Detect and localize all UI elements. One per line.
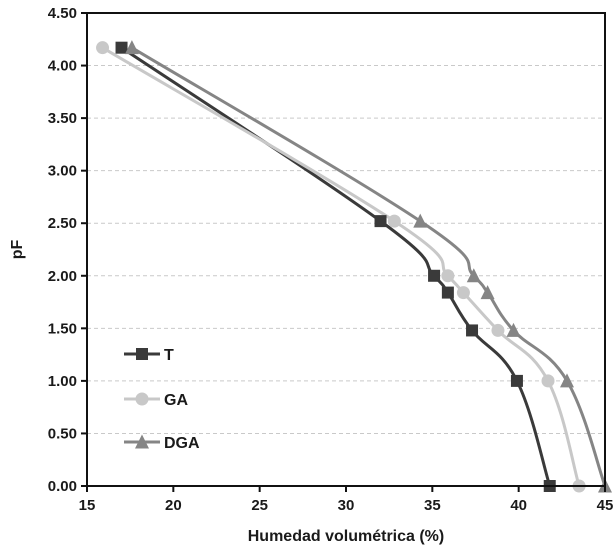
y-tick-label: 3.00: [48, 163, 77, 180]
x-tick-label: 40: [510, 497, 527, 514]
y-axis-title: pF: [9, 240, 26, 260]
series-markers: [96, 40, 612, 493]
x-tick-label: 25: [251, 497, 268, 514]
y-tick-label: 1.00: [48, 373, 77, 390]
x-tick-label: 15: [79, 497, 96, 514]
legend-label-dga: DGA: [164, 435, 200, 452]
data-point-ga: [541, 374, 555, 388]
legend-item-ga: GA: [124, 392, 188, 409]
data-point-ga: [441, 269, 455, 283]
data-point-t: [374, 215, 387, 228]
data-point-dga: [124, 40, 139, 55]
data-point-dga: [413, 213, 428, 228]
x-tick-label: 35: [424, 497, 441, 514]
y-tick-label: 4.00: [48, 58, 77, 75]
y-tick-label: 1.50: [48, 320, 77, 337]
legend-label-ga: GA: [164, 392, 188, 409]
data-point-dga: [480, 285, 495, 300]
x-tick-label: 30: [338, 497, 355, 514]
legend-marker-dga: [135, 434, 149, 449]
data-point-ga: [456, 286, 470, 300]
y-tick-label: 2.00: [48, 268, 77, 285]
data-point-ga: [96, 41, 110, 55]
series-line-t: [120, 46, 552, 487]
data-point-dga: [466, 268, 481, 283]
data-point-ga: [491, 323, 505, 337]
data-point-t: [510, 374, 523, 387]
legend-marker-t: [136, 348, 148, 360]
data-point-t: [428, 269, 441, 282]
legend-label-t: T: [164, 347, 174, 364]
y-tick-label: 0.00: [48, 478, 77, 495]
data-point-t: [441, 286, 454, 299]
data-point-t: [115, 41, 128, 54]
data-point-ga: [387, 214, 401, 228]
data-point-t: [466, 324, 479, 337]
y-tick-label: 4.50: [48, 5, 77, 22]
series-line-ga: [101, 46, 581, 487]
y-tick-label: 0.50: [48, 425, 77, 442]
y-tick-label: 3.50: [48, 110, 77, 127]
legend-item-dga: DGA: [124, 434, 200, 452]
data-point-dga: [506, 322, 521, 337]
gridlines: [87, 65, 605, 434]
axis-tick-labels: 0.00 0.50 1.00 1.50 2.00 2.50 3.00 3.50 4.00 4.50…: [48, 5, 614, 514]
legend-marker-ga: [135, 392, 149, 406]
y-tick-label: 2.50: [48, 215, 77, 232]
series-line-dga: [131, 46, 607, 487]
x-axis-title: Humedad volumétrica (%): [248, 528, 444, 545]
x-tick-label: 45: [597, 497, 614, 514]
series-lines: [101, 46, 607, 487]
x-tick-label: 20: [165, 497, 182, 514]
data-point-dga: [560, 373, 575, 388]
axis-ticks: [81, 12, 606, 492]
legend: T GA DGA: [124, 347, 200, 452]
legend-item-t: T: [124, 347, 174, 364]
